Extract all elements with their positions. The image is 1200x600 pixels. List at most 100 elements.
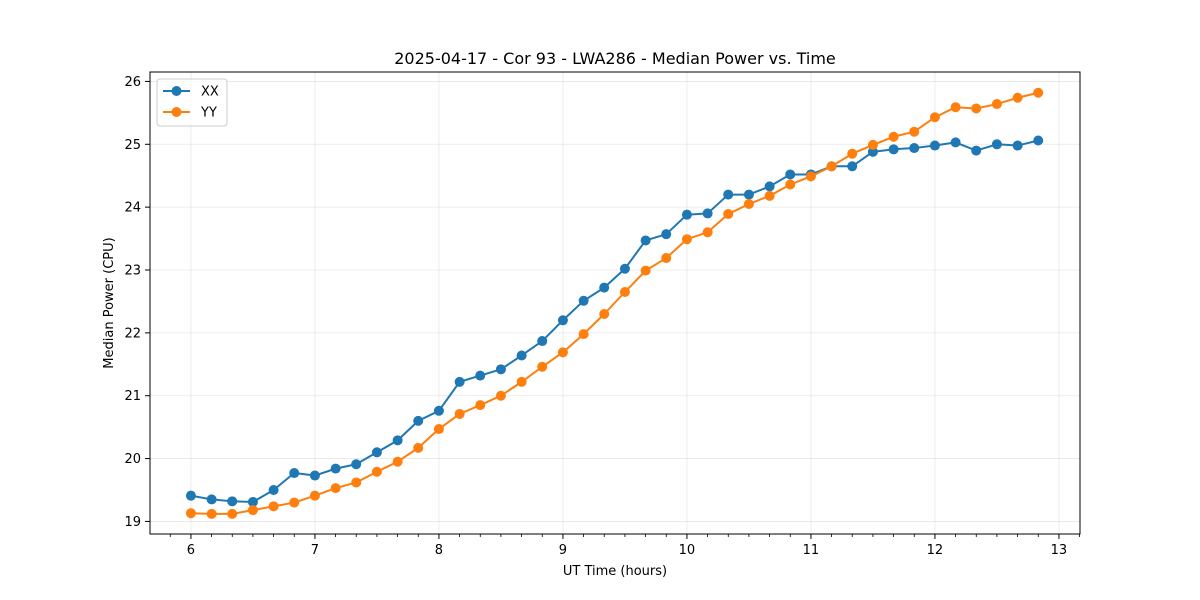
- data-point-yy: [454, 408, 465, 419]
- y-tick-label: 22: [124, 326, 141, 341]
- data-point-xx: [619, 263, 630, 274]
- legend-label-xx: XX: [201, 85, 219, 100]
- data-point-xx: [351, 459, 362, 470]
- data-point-yy: [206, 508, 217, 519]
- data-point-yy: [557, 347, 568, 358]
- tick-layer: 6 7 8 9 10 11 12 13 19 20 21 22 23 24 25 26: [124, 75, 1080, 558]
- data-point-yy: [516, 376, 527, 387]
- data-point-yy: [433, 424, 444, 435]
- data-point-xx: [433, 405, 444, 416]
- y-tick-label: 21: [124, 389, 141, 404]
- data-point-yy: [371, 466, 382, 477]
- series-xx: [185, 135, 1044, 507]
- data-point-xx: [743, 189, 754, 200]
- x-axis-title: UT Time (hours): [563, 564, 667, 579]
- data-point-xx: [268, 485, 279, 495]
- data-point-xx: [392, 435, 403, 446]
- data-point-yy: [1033, 87, 1044, 98]
- data-point-yy: [495, 390, 506, 401]
- data-point-yy: [619, 287, 630, 297]
- data-point-xx: [599, 282, 610, 293]
- x-tick-label: 13: [1051, 543, 1068, 558]
- x-tick-label: 9: [559, 543, 567, 558]
- data-point-xx: [578, 295, 589, 306]
- chart-title: 2025-04-17 - Cor 93 - LWA286 - Median Po…: [394, 49, 836, 68]
- data-point-xx: [247, 496, 258, 507]
- data-point-xx: [475, 370, 486, 381]
- data-point-xx: [929, 140, 940, 151]
- data-point-xx: [454, 376, 465, 387]
- data-point-xx: [681, 209, 692, 220]
- data-point-yy: [950, 102, 961, 113]
- data-point-xx: [1033, 135, 1044, 146]
- data-point-yy: [764, 190, 775, 201]
- data-point-xx: [971, 145, 982, 156]
- data-point-yy: [888, 131, 899, 142]
- legend-marker-xx: [171, 86, 182, 96]
- y-tick-label: 20: [124, 452, 141, 467]
- legend-marker-yy: [171, 107, 182, 117]
- data-point-yy: [702, 227, 713, 238]
- data-point-yy: [247, 505, 258, 516]
- legend: XX YY: [156, 78, 228, 127]
- data-point-yy: [268, 501, 279, 512]
- y-tick-label: 25: [124, 138, 141, 153]
- y-axis-title: Median Power (CPU): [102, 237, 117, 368]
- data-point-xx: [888, 144, 899, 155]
- data-point-xx: [764, 181, 775, 192]
- data-point-yy: [909, 126, 920, 137]
- data-point-yy: [991, 99, 1002, 110]
- data-point-yy: [330, 483, 341, 494]
- data-point-xx: [413, 415, 424, 426]
- x-tick-label: 10: [679, 543, 696, 558]
- data-point-xx: [557, 315, 568, 326]
- data-point-xx: [847, 161, 858, 172]
- data-point-xx: [1012, 140, 1023, 151]
- data-point-yy: [351, 477, 362, 488]
- data-point-xx: [991, 139, 1002, 150]
- data-point-xx: [289, 468, 300, 479]
- data-point-xx: [371, 447, 382, 458]
- data-point-yy: [578, 329, 589, 340]
- data-point-yy: [537, 361, 548, 372]
- data-point-yy: [309, 490, 320, 501]
- x-tick-label: 7: [311, 543, 319, 558]
- data-point-xx: [909, 143, 920, 154]
- data-point-xx: [309, 470, 320, 481]
- data-point-xx: [950, 137, 961, 148]
- data-point-xx: [723, 189, 734, 200]
- data-point-xx: [330, 463, 341, 474]
- data-point-yy: [392, 456, 403, 467]
- y-tick-label: 24: [124, 201, 141, 216]
- series-yy: [185, 87, 1044, 519]
- data-point-yy: [681, 234, 692, 245]
- data-point-yy: [1012, 92, 1023, 103]
- data-point-yy: [599, 309, 610, 319]
- x-tick-label: 6: [187, 543, 195, 558]
- data-point-xx: [661, 229, 672, 240]
- data-point-yy: [640, 265, 651, 276]
- data-point-yy: [971, 103, 982, 114]
- series-layer: [185, 87, 1044, 519]
- data-point-xx: [702, 208, 713, 219]
- data-point-yy: [289, 497, 300, 508]
- data-point-xx: [537, 336, 548, 347]
- grid-layer: [150, 72, 1080, 534]
- data-point-xx: [516, 350, 527, 361]
- data-point-xx: [640, 235, 651, 246]
- data-point-xx: [495, 364, 506, 375]
- data-point-yy: [475, 400, 486, 411]
- y-tick-label: 26: [124, 75, 141, 90]
- data-point-yy: [847, 148, 858, 159]
- data-point-xx: [185, 490, 196, 501]
- x-tick-label: 8: [435, 543, 443, 558]
- data-point-yy: [805, 171, 816, 182]
- plot-frame: [149, 71, 1081, 535]
- data-point-yy: [743, 199, 754, 209]
- x-tick-label: 12: [927, 543, 944, 558]
- x-tick-label: 11: [803, 543, 820, 558]
- data-point-yy: [785, 179, 796, 190]
- y-tick-label: 23: [124, 264, 141, 279]
- data-point-yy: [723, 209, 734, 220]
- series-line-xx: [190, 139, 1039, 503]
